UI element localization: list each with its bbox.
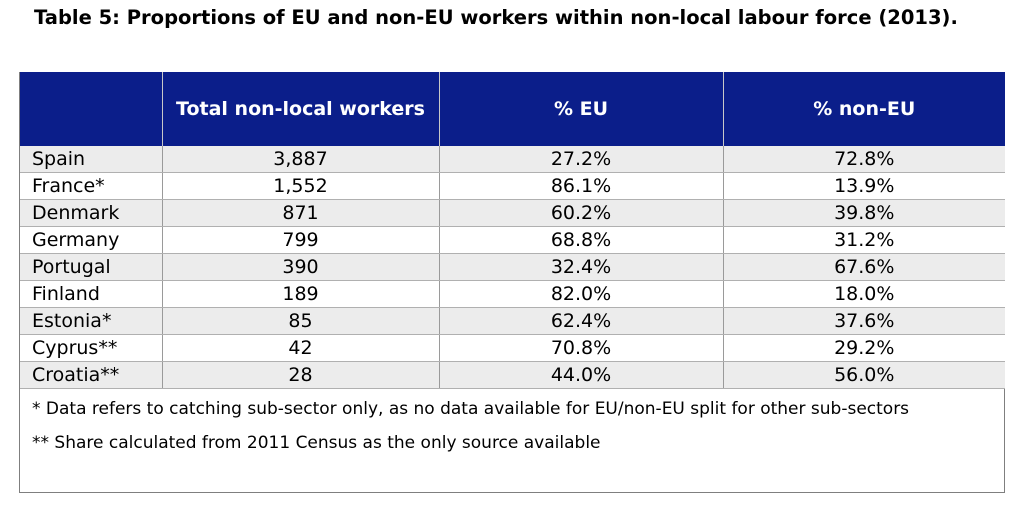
country-cell: Spain [20, 146, 162, 173]
country-cell: Estonia* [20, 307, 162, 335]
total-cell: 42 [161, 334, 439, 362]
total-cell: 3,887 [161, 146, 439, 173]
header-cell [20, 72, 162, 146]
non-eu-cell: 29.2% [722, 334, 1005, 362]
header-cell: % non-EU [722, 72, 1005, 146]
table-row: Finland 189 82.0% 18.0% [20, 280, 1005, 308]
table-row: Denmark 871 60.2% 39.8% [20, 199, 1005, 227]
eu-cell: 82.0% [438, 280, 723, 308]
table-row: France* 1,552 86.1% 13.9% [20, 172, 1005, 200]
non-eu-cell: 56.0% [722, 361, 1005, 389]
country-cell: France* [20, 172, 162, 200]
total-cell: 799 [161, 226, 439, 254]
header-row: Total non-local workers % EU % non-EU [20, 72, 1005, 146]
total-cell: 871 [161, 199, 439, 227]
table-notes: * Data refers to catching sub-sector onl… [32, 398, 982, 466]
country-cell: Cyprus** [20, 334, 162, 362]
country-cell: Croatia** [20, 361, 162, 389]
table-row: Portugal 390 32.4% 67.6% [20, 253, 1005, 281]
footnote-double-asterisk: ** Share calculated from 2011 Census as … [32, 433, 601, 453]
eu-cell: 32.4% [438, 253, 723, 281]
non-eu-cell: 13.9% [722, 172, 1005, 200]
table-row: Cyprus** 42 70.8% 29.2% [20, 334, 1005, 362]
header-cell: % EU [438, 72, 723, 146]
country-cell: Denmark [20, 199, 162, 227]
non-eu-cell: 18.0% [722, 280, 1005, 308]
non-eu-cell: 72.8% [722, 146, 1005, 173]
eu-cell: 70.8% [438, 334, 723, 362]
eu-cell: 86.1% [438, 172, 723, 200]
total-cell: 390 [161, 253, 439, 281]
eu-cell: 62.4% [438, 307, 723, 335]
table-title: Table 5: Proportions of EU and non-EU wo… [34, 6, 958, 29]
table-row: Germany 799 68.8% 31.2% [20, 226, 1005, 254]
non-eu-cell: 37.6% [722, 307, 1005, 335]
footnote-single-asterisk: * Data refers to catching sub-sector onl… [32, 399, 910, 419]
country-cell: Finland [20, 280, 162, 308]
non-eu-cell: 67.6% [722, 253, 1005, 281]
eu-cell: 60.2% [438, 199, 723, 227]
data-table: Total non-local workers % EU % non-EU Sp… [20, 72, 1005, 389]
header-cell: Total non-local workers [161, 72, 439, 146]
total-cell: 189 [161, 280, 439, 308]
country-cell: Portugal [20, 253, 162, 281]
total-cell: 1,552 [161, 172, 439, 200]
table-row: Estonia* 85 62.4% 37.6% [20, 307, 1005, 335]
eu-cell: 27.2% [438, 146, 723, 173]
non-eu-cell: 31.2% [722, 226, 1005, 254]
total-cell: 85 [161, 307, 439, 335]
eu-cell: 68.8% [438, 226, 723, 254]
country-cell: Germany [20, 226, 162, 254]
table-row: Croatia** 28 44.0% 56.0% [20, 361, 1005, 389]
table-row: Spain 3,887 27.2% 72.8% [20, 146, 1005, 173]
eu-cell: 44.0% [438, 361, 723, 389]
non-eu-cell: 39.8% [722, 199, 1005, 227]
total-cell: 28 [161, 361, 439, 389]
